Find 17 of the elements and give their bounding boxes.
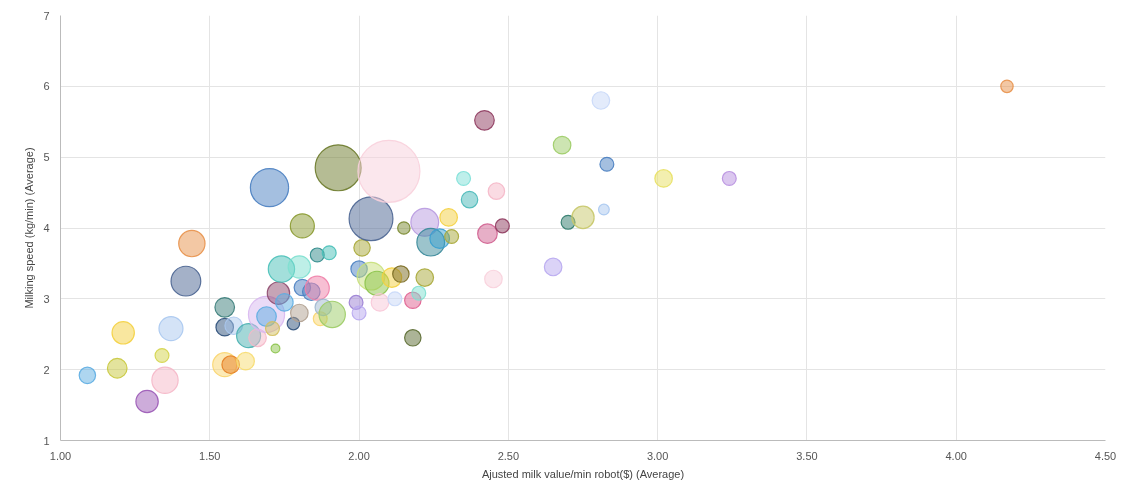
y-tick-label: 1 xyxy=(43,434,50,447)
y-tick-label: 2 xyxy=(43,363,50,376)
y-axis-title: Milking speed (kg/min) (Average) xyxy=(23,147,36,309)
x-tick-label: 3.00 xyxy=(646,449,669,462)
x-tick-label: 3.50 xyxy=(796,449,818,462)
x-axis-title: Ajusted milk value/min robot($) (Average) xyxy=(481,467,685,480)
x-tick-label: 1.00 xyxy=(49,449,72,462)
x-tick-label: 1.50 xyxy=(199,449,221,462)
x-tick-label: 2.50 xyxy=(497,449,520,462)
x-tick-label: 2.00 xyxy=(348,449,370,462)
x-tick-label: 4.00 xyxy=(945,449,967,462)
y-tick-label: 5 xyxy=(43,151,50,164)
y-tick-label: 3 xyxy=(43,292,50,305)
y-tick-label: 7 xyxy=(43,9,50,22)
y-tick-label: 4 xyxy=(43,222,50,234)
x-tick-label: 4.50 xyxy=(1094,449,1117,462)
y-tick-label: 6 xyxy=(43,80,50,93)
